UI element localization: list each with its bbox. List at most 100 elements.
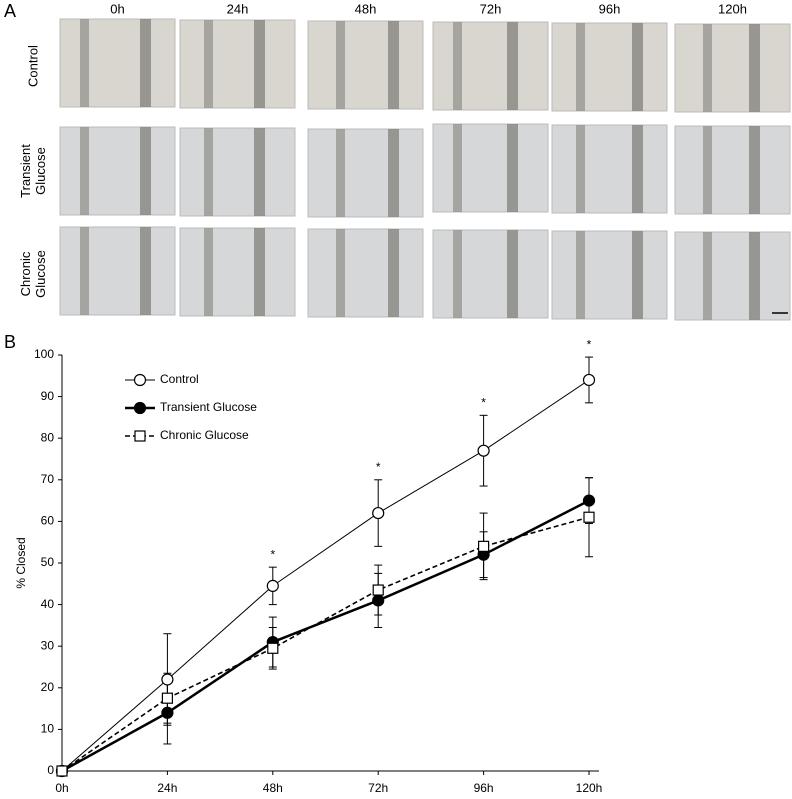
data-point	[372, 506, 385, 520]
micrograph	[432, 229, 549, 319]
y-axis-label: % Closed	[14, 537, 28, 588]
data-point	[582, 494, 596, 507]
wound-edge	[80, 227, 89, 315]
significance-mark: *	[270, 547, 275, 561]
wound-edge	[336, 229, 345, 317]
micrograph	[179, 127, 296, 217]
row-label: Control	[25, 45, 40, 87]
wound-edge	[703, 24, 712, 112]
x-tick-label: 48h	[263, 781, 283, 795]
wound-edge	[703, 126, 712, 214]
column-label: 0h	[110, 1, 124, 16]
wound-edge	[336, 21, 345, 109]
row-label: Glucose	[33, 147, 48, 195]
x-tick-label: 0h	[55, 781, 68, 795]
micrograph	[59, 226, 176, 316]
micrograph	[307, 128, 424, 218]
x-tick-label: 96h	[474, 781, 494, 795]
data-point	[583, 511, 595, 523]
wound-edge	[80, 19, 89, 107]
wound-edge	[388, 129, 399, 217]
wound-edge	[632, 23, 643, 111]
micrograph	[551, 230, 668, 320]
significance-mark: *	[376, 460, 381, 474]
micrograph	[551, 22, 668, 112]
column-label: 72h	[480, 1, 502, 16]
data-point	[161, 673, 174, 686]
column-label: 96h	[599, 1, 621, 16]
wound-edge	[632, 231, 643, 319]
micrograph	[432, 21, 549, 111]
wound-edge	[388, 21, 399, 109]
data-point	[372, 584, 384, 596]
y-tick-label: 60	[41, 514, 55, 528]
column-label: 120h	[718, 1, 747, 16]
wound-edge	[749, 24, 760, 112]
legend-label: Control	[160, 372, 199, 386]
significance-mark: *	[587, 337, 592, 351]
wound-edge	[388, 229, 399, 317]
column-label: 48h	[355, 1, 377, 16]
row-label: Glucose	[33, 250, 48, 298]
series-line	[61, 379, 590, 772]
wound-edge	[507, 230, 518, 318]
micrograph	[674, 125, 791, 215]
row-label: Transient	[18, 144, 33, 198]
wound-edge	[703, 232, 712, 320]
data-point	[161, 692, 173, 704]
row-label: Chronic	[18, 251, 33, 296]
wound-edge	[453, 124, 462, 212]
wound-edge	[576, 125, 585, 213]
y-tick-label: 0	[47, 763, 54, 777]
y-tick-label: 70	[41, 472, 55, 486]
legend-marker	[133, 373, 147, 387]
y-tick-label: 10	[41, 722, 55, 736]
data-point	[478, 540, 490, 552]
wound-edge	[576, 231, 585, 319]
wound-edge	[204, 228, 213, 316]
panel-label: A	[4, 1, 16, 21]
y-tick-label: 100	[34, 347, 54, 361]
legend-label: Chronic Glucose	[160, 428, 249, 442]
wound-edge	[336, 129, 345, 217]
wound-edge	[632, 125, 643, 213]
data-point	[161, 706, 174, 719]
micrograph	[674, 231, 791, 321]
legend-marker	[134, 430, 146, 442]
wound-edge	[749, 126, 760, 214]
micrograph	[432, 123, 549, 213]
wound-edge	[453, 22, 462, 110]
series-line	[61, 499, 590, 773]
wound-edge	[140, 19, 151, 107]
wound-edge	[254, 20, 265, 108]
micrograph	[307, 228, 424, 318]
panel-label: B	[4, 332, 16, 352]
legend-label: Transient Glucose	[160, 400, 257, 414]
micrograph	[59, 18, 176, 108]
micrograph	[674, 23, 791, 113]
micrograph	[307, 20, 424, 110]
data-point	[477, 444, 490, 457]
micrograph	[59, 126, 176, 216]
y-tick-label: 20	[41, 680, 55, 694]
wound-edge	[576, 23, 585, 111]
wound-edge	[204, 128, 213, 216]
micrograph	[179, 227, 296, 317]
image-grid	[59, 18, 791, 321]
column-label: 24h	[227, 1, 249, 16]
micrograph	[551, 124, 668, 214]
wound-edge	[749, 232, 760, 320]
data-point	[372, 594, 385, 607]
wound-edge	[507, 22, 518, 110]
significance-mark: *	[481, 395, 486, 409]
wound-edge	[80, 127, 89, 215]
data-point	[267, 642, 279, 654]
wound-edge	[204, 20, 213, 108]
wound-edge	[254, 128, 265, 216]
series-line	[61, 516, 590, 772]
data-point	[582, 373, 596, 387]
y-tick-label: 40	[41, 597, 55, 611]
wound-edge	[140, 127, 151, 215]
x-tick-label: 120h	[576, 781, 603, 795]
